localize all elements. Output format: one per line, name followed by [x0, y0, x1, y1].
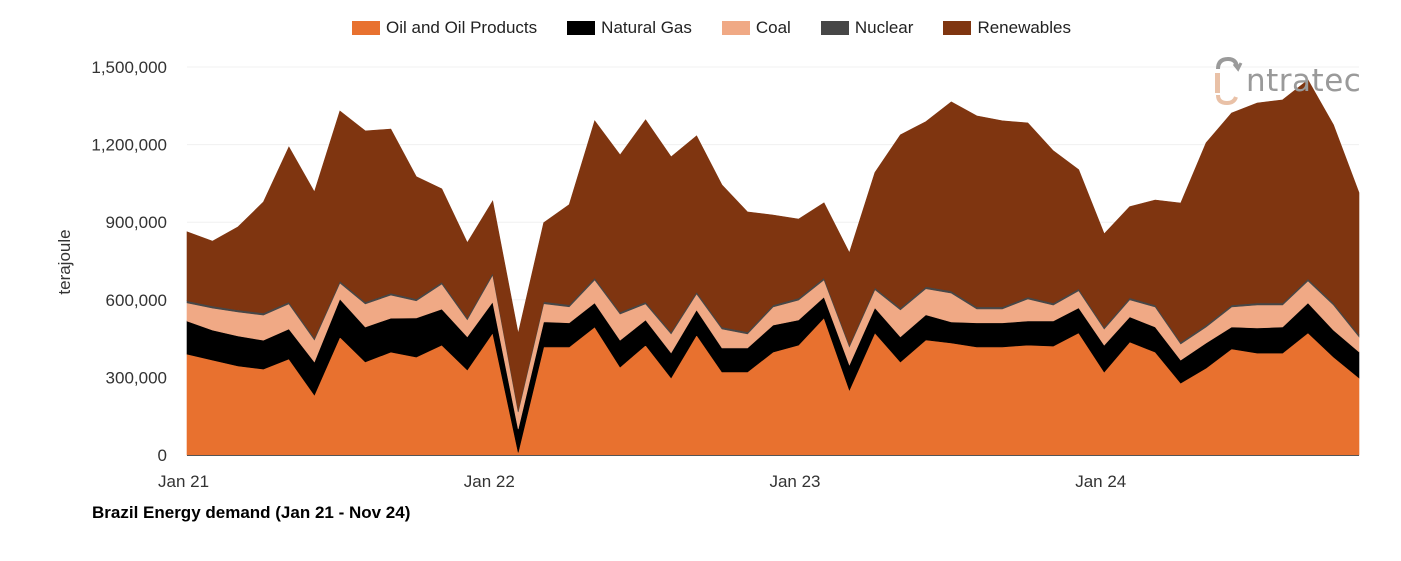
y-tick-label: 1,500,000 [91, 58, 167, 77]
legend-swatch [943, 21, 972, 35]
legend-item[interactable]: Renewables [943, 18, 1071, 38]
y-tick-label: 600,000 [106, 291, 167, 310]
x-tick-label: Jan 23 [769, 472, 820, 491]
legend-swatch [351, 21, 380, 35]
x-tick-label: Jan 21 [158, 472, 209, 491]
legend-swatch [567, 21, 596, 35]
logo-mark-icon [1215, 56, 1243, 106]
legend-label: Renewables [977, 18, 1071, 37]
logo-text: ntratec [1246, 63, 1362, 99]
legend-swatch [820, 21, 849, 35]
legend-label: Nuclear [854, 18, 914, 37]
legend-item[interactable]: Natural Gas [567, 18, 692, 38]
x-tick-label: Jan 22 [464, 472, 515, 491]
area-renewables [186, 79, 1360, 411]
legend-label: Coal [755, 18, 791, 37]
legend-item[interactable]: Coal [721, 18, 791, 38]
legend-label: Oil and Oil Products [385, 18, 538, 37]
legend-label: Natural Gas [601, 18, 692, 37]
y-tick-label: 300,000 [106, 368, 167, 387]
y-tick-label: 900,000 [106, 213, 167, 232]
legend-swatch [721, 21, 750, 35]
y-tick-label: 0 [158, 446, 167, 465]
x-tick-label: Jan 24 [1075, 472, 1126, 491]
legend-item[interactable]: Nuclear [820, 18, 914, 38]
intratec-logo: ntratec [1212, 55, 1361, 107]
y-tick-label: 1,200,000 [91, 136, 167, 155]
y-axis-label: terajoule [55, 229, 74, 294]
chart-title: Brazil Energy demand (Jan 21 - Nov 24) [92, 503, 411, 522]
legend: Oil and Oil Products Natural Gas Coal Nucle… [0, 18, 1401, 38]
legend-item[interactable]: Oil and Oil Products [351, 18, 538, 38]
